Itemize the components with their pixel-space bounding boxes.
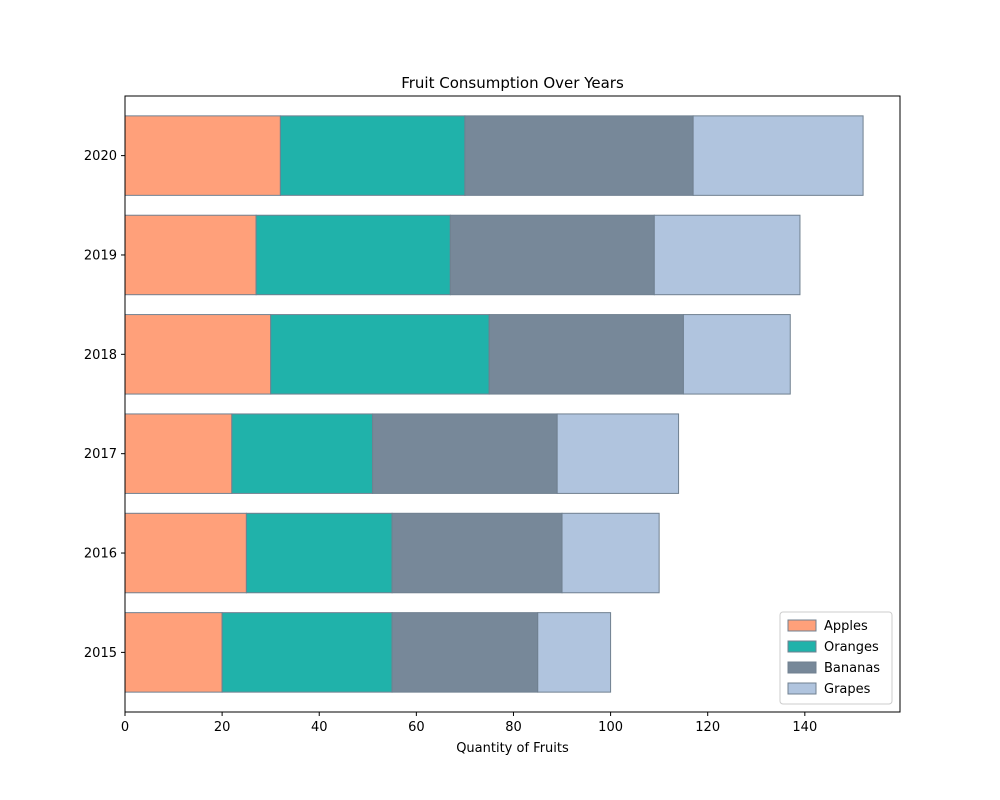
chart-title: Fruit Consumption Over Years	[401, 74, 624, 92]
bar-grapes-2016	[561, 512, 660, 594]
bar-apples-2017	[124, 413, 233, 494]
legend-label-grapes: Grapes	[824, 682, 871, 697]
legend-swatch-apples	[787, 619, 817, 632]
bar-grapes-2019	[653, 214, 801, 296]
legend-label-apples: Apples	[824, 619, 868, 634]
bar-oranges-2020	[279, 115, 466, 196]
legend-swatch-grapes	[787, 682, 817, 695]
bar-grapes-2017	[556, 413, 680, 494]
y-tick-label: 2016	[84, 547, 117, 562]
legend: Apples Oranges Bananas Grapes	[779, 611, 893, 705]
x-tick-label: 100	[598, 720, 623, 735]
bar-oranges-2016	[245, 512, 393, 594]
x-axis-title: Quantity of Fruits	[456, 741, 569, 756]
x-tick-label: 120	[695, 720, 720, 735]
bar-oranges-2019	[255, 214, 451, 296]
legend-label-oranges: Oranges	[824, 640, 879, 655]
legend-frame	[779, 611, 893, 705]
bar-bananas-2015	[391, 612, 539, 693]
bar-oranges-2017	[231, 413, 374, 494]
y-axis: 2015 2016 2017 2018 2019 2020	[84, 149, 125, 661]
bar-apples-2019	[124, 214, 257, 296]
y-tick-label: 2018	[84, 348, 117, 363]
bar-bananas-2017	[372, 413, 558, 494]
bars-layer	[124, 115, 864, 693]
x-tick-label: 0	[121, 720, 129, 735]
bar-bananas-2020	[464, 115, 694, 196]
bar-grapes-2018	[682, 314, 791, 395]
bar-bananas-2019	[449, 214, 655, 296]
bar-apples-2018	[124, 314, 272, 395]
bar-bananas-2018	[488, 314, 684, 395]
bar-apples-2015	[124, 612, 223, 693]
y-tick-label: 2019	[84, 248, 117, 263]
x-axis: 0 20 40 60 80 100 120 140	[121, 712, 817, 735]
bar-apples-2016	[124, 512, 247, 594]
y-tick-label: 2017	[84, 447, 117, 462]
bar-grapes-2015	[537, 612, 612, 693]
x-tick-label: 20	[214, 720, 231, 735]
y-tick-label: 2015	[84, 646, 117, 661]
x-tick-label: 60	[408, 720, 425, 735]
legend-swatch-oranges	[787, 640, 817, 653]
bar-oranges-2018	[270, 314, 490, 395]
x-tick-label: 40	[311, 720, 328, 735]
legend-swatch-bananas	[787, 661, 817, 674]
x-tick-label: 140	[792, 720, 817, 735]
bar-bananas-2016	[391, 512, 563, 594]
bar-grapes-2020	[692, 115, 864, 196]
legend-label-bananas: Bananas	[824, 661, 880, 676]
x-tick-label: 80	[505, 720, 522, 735]
bar-apples-2020	[124, 115, 281, 196]
plot-frame	[124, 95, 901, 713]
y-tick-label: 2020	[84, 149, 117, 164]
bar-oranges-2015	[221, 612, 393, 693]
